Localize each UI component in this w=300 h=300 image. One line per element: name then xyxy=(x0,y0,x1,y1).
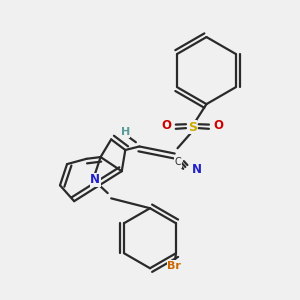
Text: S: S xyxy=(188,121,197,134)
Text: Br: Br xyxy=(167,261,181,271)
Text: N: N xyxy=(90,173,100,187)
Text: O: O xyxy=(214,119,224,132)
Text: H: H xyxy=(121,128,130,137)
Text: N: N xyxy=(192,163,202,176)
Text: C: C xyxy=(175,158,181,167)
Text: O: O xyxy=(161,119,171,132)
